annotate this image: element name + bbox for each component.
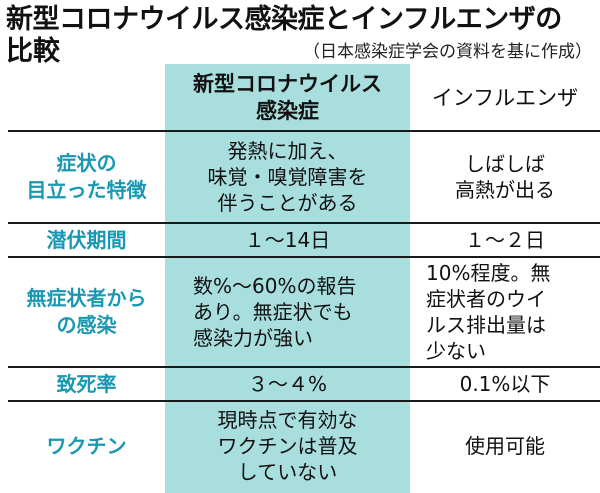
- row-divider: [8, 256, 600, 258]
- row-label-incubation: 潜伏期間: [46, 227, 127, 252]
- row-divider: [8, 222, 600, 224]
- source-note: （日本感染症学会の資料を基に作成）: [303, 42, 592, 62]
- header-divider: [8, 130, 600, 132]
- page-title: 新型コロナウイルス感染症とインフルエンザの: [6, 4, 562, 35]
- row-divider: [8, 366, 600, 368]
- covid-asymptomatic: 数%〜60%の報告 あり。無症状でも 感染力が強い: [193, 274, 357, 350]
- covid-column-highlight: [165, 64, 410, 493]
- row-label-fatality: 致死率: [56, 371, 117, 396]
- flu-fatality: 0.1%以下: [459, 372, 551, 396]
- column-header-covid: 新型コロナウイルス 感染症: [193, 72, 382, 123]
- row-label-symptoms: 症状の 目立った特徴: [26, 151, 147, 202]
- flu-asymptomatic: 10%程度。無 症状者のウイ ルス排出量は 少ない: [426, 261, 551, 363]
- covid-fatality: ３〜４%: [247, 372, 327, 396]
- row-divider: [8, 400, 600, 402]
- covid-vaccine: 現時点で有効な ワクチンは普及 していない: [217, 408, 358, 484]
- column-header-flu: インフルエンザ: [431, 85, 579, 110]
- flu-symptoms: しばしば 高熱が出る: [455, 152, 555, 202]
- flu-vaccine: 使用可能: [465, 434, 545, 458]
- row-label-asymptomatic: 無症状者から の感染: [26, 286, 147, 337]
- page-title-continued: 比較: [6, 36, 60, 67]
- covid-symptoms: 発熱に加え、 味覚・嗅覚障害を 伴うことがある: [207, 139, 368, 215]
- flu-incubation: １〜２日: [465, 228, 545, 252]
- row-label-vaccine: ワクチン: [46, 433, 127, 458]
- covid-incubation: １〜14日: [244, 228, 331, 252]
